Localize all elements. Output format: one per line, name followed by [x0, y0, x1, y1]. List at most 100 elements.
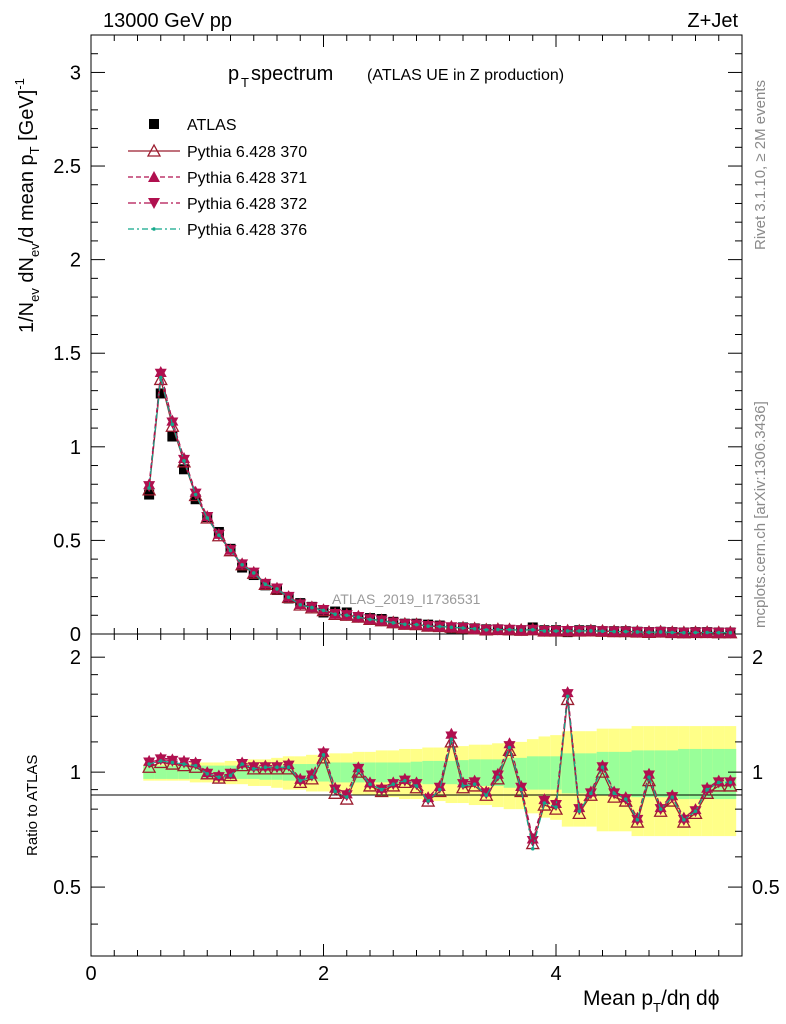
pythia-376-point: [437, 624, 442, 629]
process-label: Z+Jet: [687, 10, 738, 32]
pythia-370-ratio-point: [641, 773, 657, 787]
y-tick-label-main: 0: [70, 624, 81, 646]
pythia-376-ratio-point: [437, 787, 442, 792]
pythia-376-point: [612, 629, 616, 634]
pythia-370-ratio-point: [444, 734, 459, 748]
pythia-376-point: [530, 627, 535, 632]
main-y-axis-label-text: 1/Nev dNev/d mean pT [GeV]-1: [12, 78, 42, 333]
legend-pythia-376-marker: [152, 227, 156, 231]
pythia-376-ratio-point: [205, 772, 210, 776]
legend-pythia-370-label: Pythia 6.428 370: [187, 144, 307, 161]
pythia-372-ratio-point: [445, 731, 458, 743]
pythia-376-point: [670, 630, 675, 635]
band-inner: [678, 748, 690, 800]
pythia-376-ratio-point: [217, 775, 221, 779]
pythia-370-ratio-point: [328, 785, 343, 799]
band-inner: [619, 751, 632, 796]
band-inner: [666, 750, 679, 798]
band-inner: [654, 750, 667, 798]
pythia-376-point: [391, 620, 396, 625]
y-tick-label-main: 1: [70, 437, 81, 459]
pythia-376-point: [484, 628, 489, 632]
pythia-376-point: [716, 630, 721, 635]
band-inner: [538, 756, 551, 790]
legend-pythia-371-marker: [148, 171, 160, 182]
pythia-376-ratio-point: [612, 791, 616, 796]
pythia-370-ratio-point: [572, 805, 587, 819]
pythia-376-ratio-point: [275, 765, 279, 770]
pythia-376-point: [600, 629, 605, 633]
band-inner: [154, 765, 167, 779]
band-inner: [317, 763, 330, 782]
pythia-376-point: [728, 630, 733, 635]
pythia-376-ratio-point: [426, 799, 430, 803]
band-inner: [433, 760, 446, 785]
legend-atlas-marker: [149, 119, 159, 129]
pythia-376-ratio-point: [298, 778, 303, 783]
title-p: p: [228, 63, 239, 85]
pythia-370-ratio-point: [607, 789, 622, 803]
pythia-376-point: [333, 612, 337, 616]
pythia-376-ratio-point: [577, 809, 582, 814]
legend: ATLAS Pythia 6.428 370 Pythia 6.428 371 Pyt…: [128, 117, 307, 239]
band-inner: [399, 762, 411, 783]
band-inner: [445, 760, 458, 785]
pythia-376-point: [228, 548, 233, 553]
analysis-watermark: ATLAS_2019_I1736531: [332, 591, 481, 607]
pythia-376-point: [310, 605, 314, 610]
pythia-376-point: [577, 629, 582, 633]
x-tick-label: 4: [550, 963, 561, 985]
pythia-376-ratio-point: [589, 791, 593, 796]
pythia-376-point: [623, 629, 628, 634]
band-inner: [294, 764, 307, 781]
pythia-376-ratio-point: [496, 775, 500, 779]
pythia-370-ratio-point: [142, 759, 157, 773]
band-inner: [410, 761, 423, 784]
pythia-376-ratio-point: [391, 782, 396, 786]
rivet-label: Rivet 3.1.10, ≥ 2M events: [752, 80, 769, 250]
x-tick-label: 2: [318, 963, 329, 985]
band-inner: [480, 759, 493, 786]
band-inner: [573, 753, 586, 794]
pythia-376-ratio-point: [519, 787, 523, 792]
pythia-376-ratio-point: [403, 778, 407, 783]
y-tick-label-main: 2: [70, 250, 81, 272]
pythia-376-ratio-point: [240, 762, 244, 766]
pythia-376-point: [263, 582, 268, 587]
pythia-376-point: [705, 630, 709, 635]
band-inner: [515, 757, 527, 788]
band-inner: [340, 762, 353, 783]
pythia-376-ratio-point: [321, 753, 326, 757]
pythia-376-ratio-point: [344, 795, 349, 799]
pythia-376-ratio-point: [263, 765, 268, 770]
pythia-376-point: [344, 613, 349, 618]
pythia-370-ratio-point: [502, 743, 517, 757]
y-tick-label-ratio: 2: [70, 647, 81, 669]
legend-pythia-372-label: Pythia 6.428 372: [187, 196, 307, 213]
legend-pythia-371-label: Pythia 6.428 371: [187, 170, 307, 187]
pythia-376-ratio-point: [368, 782, 372, 786]
pythia-376-point: [379, 618, 384, 623]
band-inner: [282, 764, 295, 781]
band-inner: [329, 762, 341, 783]
pythia-376-ratio-point: [670, 795, 675, 799]
pythia-370-ratio-point: [548, 801, 564, 815]
pythia-372-ratio-point: [526, 836, 539, 848]
pythia-376-line: [148, 377, 731, 634]
y-tick-label-main: 0.5: [53, 530, 81, 552]
pythia-370-ratio-point: [560, 692, 575, 706]
title-paren: (ATLAS UE in Z production): [367, 67, 564, 84]
pythia-376-point: [217, 533, 221, 537]
band-inner: [561, 753, 574, 794]
band-inner: [364, 762, 376, 783]
pythia-376-point: [356, 615, 361, 619]
pythia-376-point: [251, 571, 256, 575]
pythia-376-ratio-point: [147, 762, 151, 766]
band-inner: [701, 748, 713, 800]
band-inner: [724, 748, 737, 800]
pythia-376-point: [321, 608, 326, 613]
pythia-376-ratio-point: [472, 782, 477, 786]
title-p-sub: T: [241, 75, 249, 90]
pythia-376-point: [658, 630, 663, 634]
